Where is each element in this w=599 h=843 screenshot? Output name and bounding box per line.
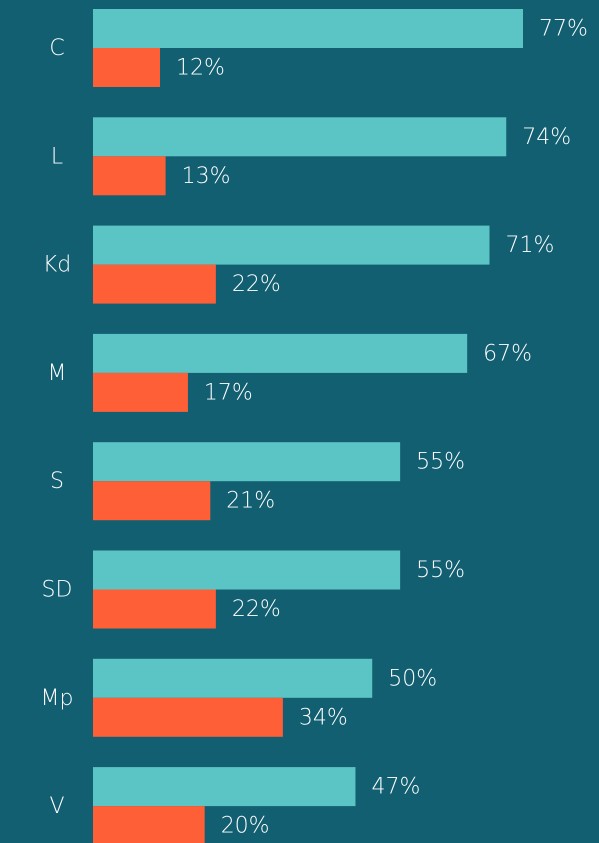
category-label: V	[49, 794, 64, 819]
value-label: 67%	[483, 341, 532, 366]
value-label: 22%	[232, 272, 281, 297]
value-label: 20%	[221, 814, 270, 839]
bar	[93, 550, 401, 590]
value-label: 34%	[299, 705, 348, 730]
category-label: M	[48, 361, 67, 386]
value-label: 71%	[505, 233, 554, 258]
value-label: 50%	[388, 666, 437, 691]
category-label: L	[51, 144, 63, 169]
value-label: 47%	[371, 775, 420, 800]
category-label: SD	[42, 578, 73, 603]
bar	[93, 225, 490, 265]
value-label: 13%	[182, 164, 231, 189]
value-label: 55%	[416, 450, 465, 475]
bar	[93, 697, 283, 737]
value-label: 17%	[204, 380, 253, 405]
value-label: 77%	[539, 17, 588, 42]
bar	[93, 117, 507, 157]
bar	[93, 333, 468, 373]
bar	[93, 589, 216, 629]
category-label: Mp	[41, 686, 74, 711]
bar	[93, 442, 401, 482]
value-label: 55%	[416, 558, 465, 583]
value-label: 74%	[522, 125, 571, 150]
bar	[93, 264, 216, 304]
value-label: 12%	[176, 56, 225, 81]
bar	[93, 767, 356, 807]
value-label: 22%	[232, 597, 281, 622]
value-label: 21%	[226, 489, 275, 514]
bar	[93, 48, 161, 87]
category-label: Kd	[43, 253, 71, 278]
category-label: C	[49, 36, 64, 61]
bar	[93, 658, 373, 698]
bar	[93, 806, 205, 843]
bar	[93, 9, 523, 48]
bar	[93, 156, 166, 196]
bar	[93, 372, 188, 412]
category-label: S	[50, 469, 64, 494]
bar	[93, 481, 211, 521]
